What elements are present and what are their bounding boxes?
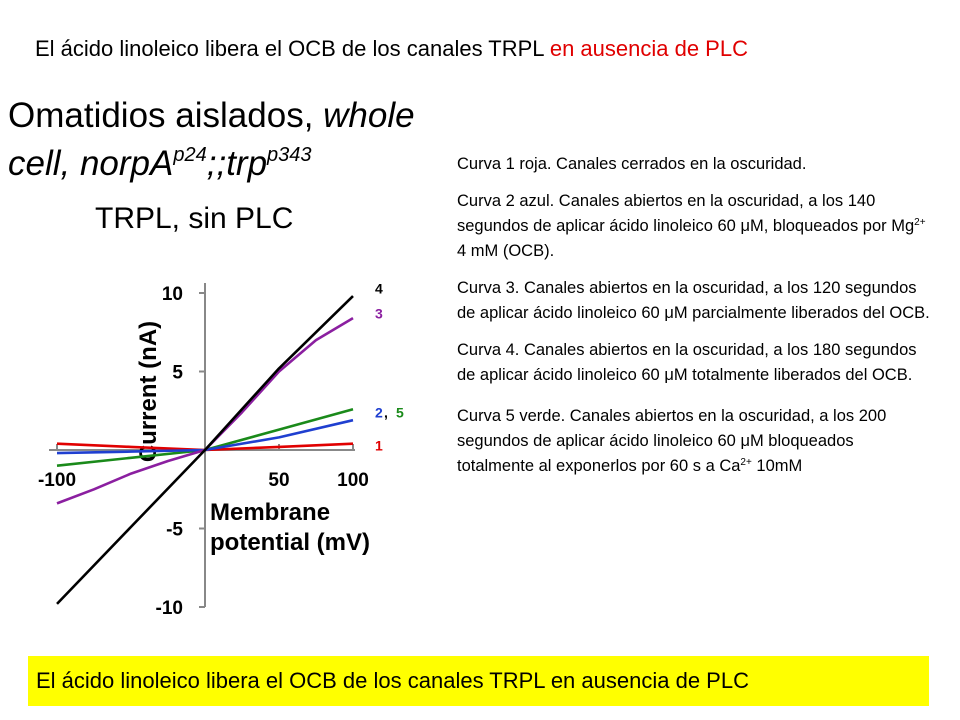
sub-heading: TRPL, sin PLC: [95, 202, 294, 235]
heading-line2-a: cell, norpA: [8, 144, 174, 183]
note-curve-4: Curva 4. Canales abiertos en la oscurida…: [457, 338, 935, 388]
series-label-4: 4: [375, 280, 383, 296]
x-tick-label: 100: [337, 470, 369, 491]
heading-line-2: cell, norpAp24;;trpp343: [8, 140, 415, 188]
y-tick-label: 10: [162, 284, 183, 305]
note-5-unit: μM: [740, 432, 764, 450]
series-label-separator: ,: [384, 404, 388, 420]
heading-line2-b: ;;trp: [206, 144, 268, 183]
note-4-b: totalmente liberados del OCB.: [687, 366, 913, 384]
y-tick-label: 5: [172, 363, 183, 384]
note-curve-2: Curva 2 azul. Canales abiertos en la osc…: [457, 189, 935, 264]
curve-notes: Curva 1 roja. Canales cerrados en la osc…: [457, 152, 935, 491]
note-3-unit: μM: [664, 304, 688, 322]
note-3-b: parcialmente liberados del OCB.: [687, 304, 930, 322]
top-title-text: El ácido linoleico libera el OCB de los …: [35, 36, 550, 61]
heading-sup-2: p343: [267, 144, 312, 166]
note-5-b: bloqueados totalmente al exponerlos por …: [457, 432, 854, 475]
slide-top-title: El ácido linoleico libera el OCB de los …: [35, 36, 748, 62]
main-heading: Omatidios aislados, whole cell, norpAp24…: [8, 92, 415, 188]
note-4-a: Curva 4. Canales abiertos en la oscurida…: [457, 341, 917, 384]
heading-sup-1: p24: [173, 144, 207, 166]
y-axis-label: Current (nA): [135, 321, 162, 462]
iv-chart: 10 5 -5 -10 -100 50 100 Current (nA) Membrane pot…: [38, 280, 404, 619]
note-3-a: Curva 3. Canales abiertos en la oscurida…: [457, 279, 917, 322]
x-axis-label-line2: potential (mV): [210, 529, 370, 556]
note-5-c: 10mM: [751, 457, 803, 475]
x-axis-label-line1: Membrane: [210, 499, 330, 526]
bottom-banner: El ácido linoleico libera el OCB de los …: [28, 656, 929, 706]
note-5-sup: 2+: [740, 457, 752, 468]
heading-line1-italic: whole: [323, 96, 415, 135]
note-4-unit: μM: [664, 366, 688, 384]
note-curve-5: Curva 5 verde. Canales abiertos en la os…: [457, 404, 912, 479]
x-tick-label: 50: [268, 470, 289, 491]
heading-line-1: Omatidios aislados, whole: [8, 92, 415, 140]
note-1-text: Curva 1 roja. Canales cerrados en la osc…: [457, 155, 807, 173]
series-line-4: [56, 295, 354, 605]
y-tick-label: -10: [156, 598, 183, 619]
series-label-5: 5: [396, 404, 404, 420]
note-2-c: 4 mM (OCB).: [457, 242, 555, 260]
y-tick-label: -5: [166, 520, 183, 541]
note-2-a: Curva 2 azul. Canales abiertos en la osc…: [457, 192, 876, 235]
note-5-a: Curva 5 verde. Canales abiertos en la os…: [457, 407, 887, 450]
series-label-3: 3: [375, 305, 383, 321]
x-tick-label: -100: [38, 470, 76, 491]
note-curve-1: Curva 1 roja. Canales cerrados en la osc…: [457, 152, 935, 177]
note-curve-3: Curva 3. Canales abiertos en la oscurida…: [457, 276, 935, 326]
note-2-sup: 2+: [914, 217, 926, 228]
note-2-b: , bloqueados por Mg: [763, 217, 915, 235]
series-label-2: 2: [375, 404, 383, 420]
note-2-unit: μM: [740, 217, 764, 235]
series-label-1: 1: [375, 437, 383, 453]
top-title-highlight: en ausencia de PLC: [549, 36, 748, 61]
heading-line1-text: Omatidios aislados,: [8, 96, 324, 135]
